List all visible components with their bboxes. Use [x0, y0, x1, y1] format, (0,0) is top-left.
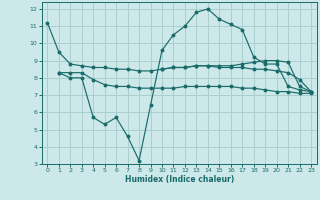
X-axis label: Humidex (Indice chaleur): Humidex (Indice chaleur) — [124, 175, 234, 184]
